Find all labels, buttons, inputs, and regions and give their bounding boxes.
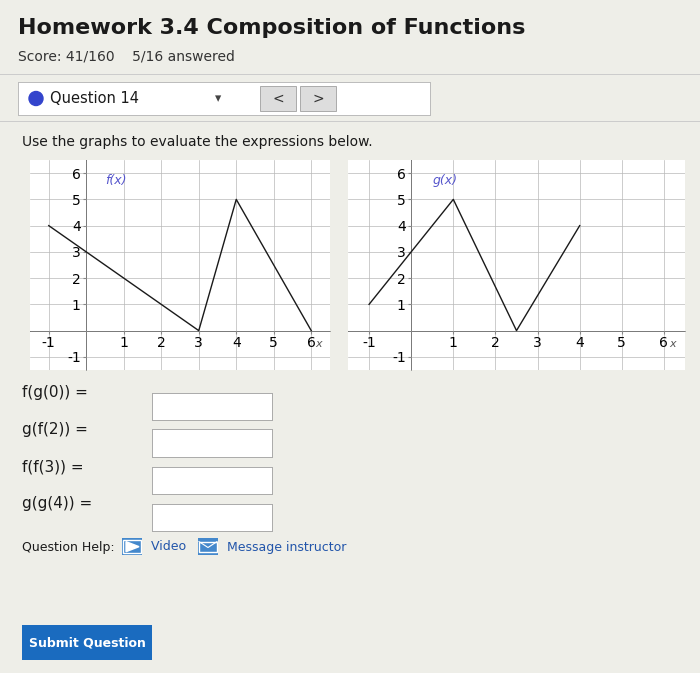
Text: >: > [312,92,324,106]
Text: Video: Video [147,540,186,553]
Text: f(x): f(x) [105,174,127,186]
Bar [199,542,217,552]
Text: f(f(3)) =: f(f(3)) = [22,459,83,474]
Text: <: < [272,92,284,106]
Text: Homework 3.4 Composition of Functions: Homework 3.4 Composition of Functions [18,18,526,38]
Text: g(g(4)) =: g(g(4)) = [22,496,92,511]
Text: Submit Question: Submit Question [29,636,146,649]
Circle shape [29,92,43,106]
Bar [123,540,141,553]
Text: g(f(2)) =: g(f(2)) = [22,422,88,437]
Polygon shape [126,542,139,552]
Text: Use the graphs to evaluate the expressions below.: Use the graphs to evaluate the expressio… [22,135,372,149]
Text: x: x [316,339,322,349]
Text: Question 14: Question 14 [50,91,139,106]
Text: Question Help:: Question Help: [22,540,118,553]
Text: x: x [669,339,675,349]
Text: ▾: ▾ [215,92,221,105]
Text: Score: 41/160    5/16 answered: Score: 41/160 5/16 answered [18,50,235,64]
Text: g(x): g(x) [433,174,457,186]
Bar [260,86,296,111]
Bar [300,86,336,111]
Text: Message instructor: Message instructor [223,540,346,553]
Text: f(g(0)) =: f(g(0)) = [22,385,88,400]
